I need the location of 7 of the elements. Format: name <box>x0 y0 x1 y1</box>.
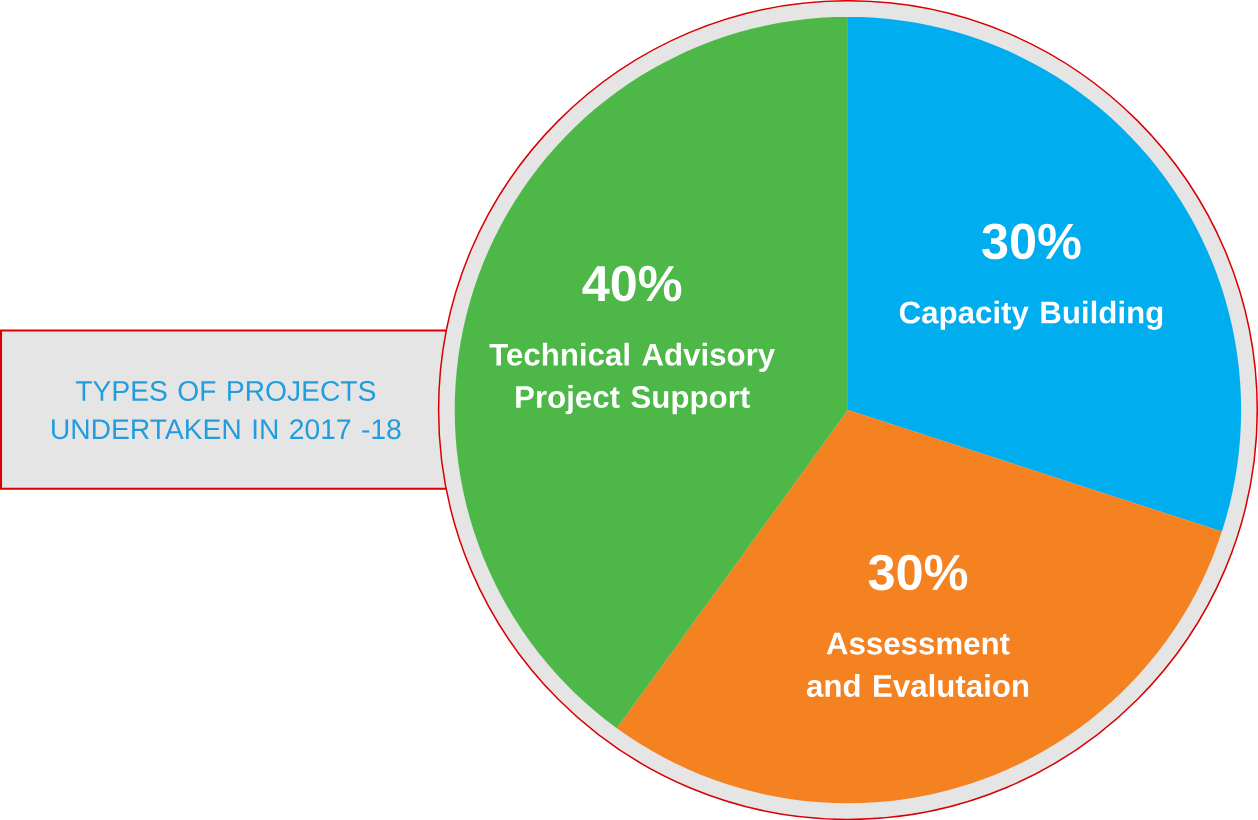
text: TYPES OF PROJECTS UNDERTAKEN IN 2017 -18 <box>52 380 401 440</box>
slice-label: Technical Advisory Project Support <box>489 342 776 415</box>
slice-label: Capacity Building <box>899 300 1163 330</box>
slice-label: Assessment and Evalutaion <box>806 632 1029 697</box>
data-label: 30% <box>868 554 968 591</box>
data-label: 30% <box>982 223 1081 260</box>
data-label: 40% <box>582 265 682 302</box>
